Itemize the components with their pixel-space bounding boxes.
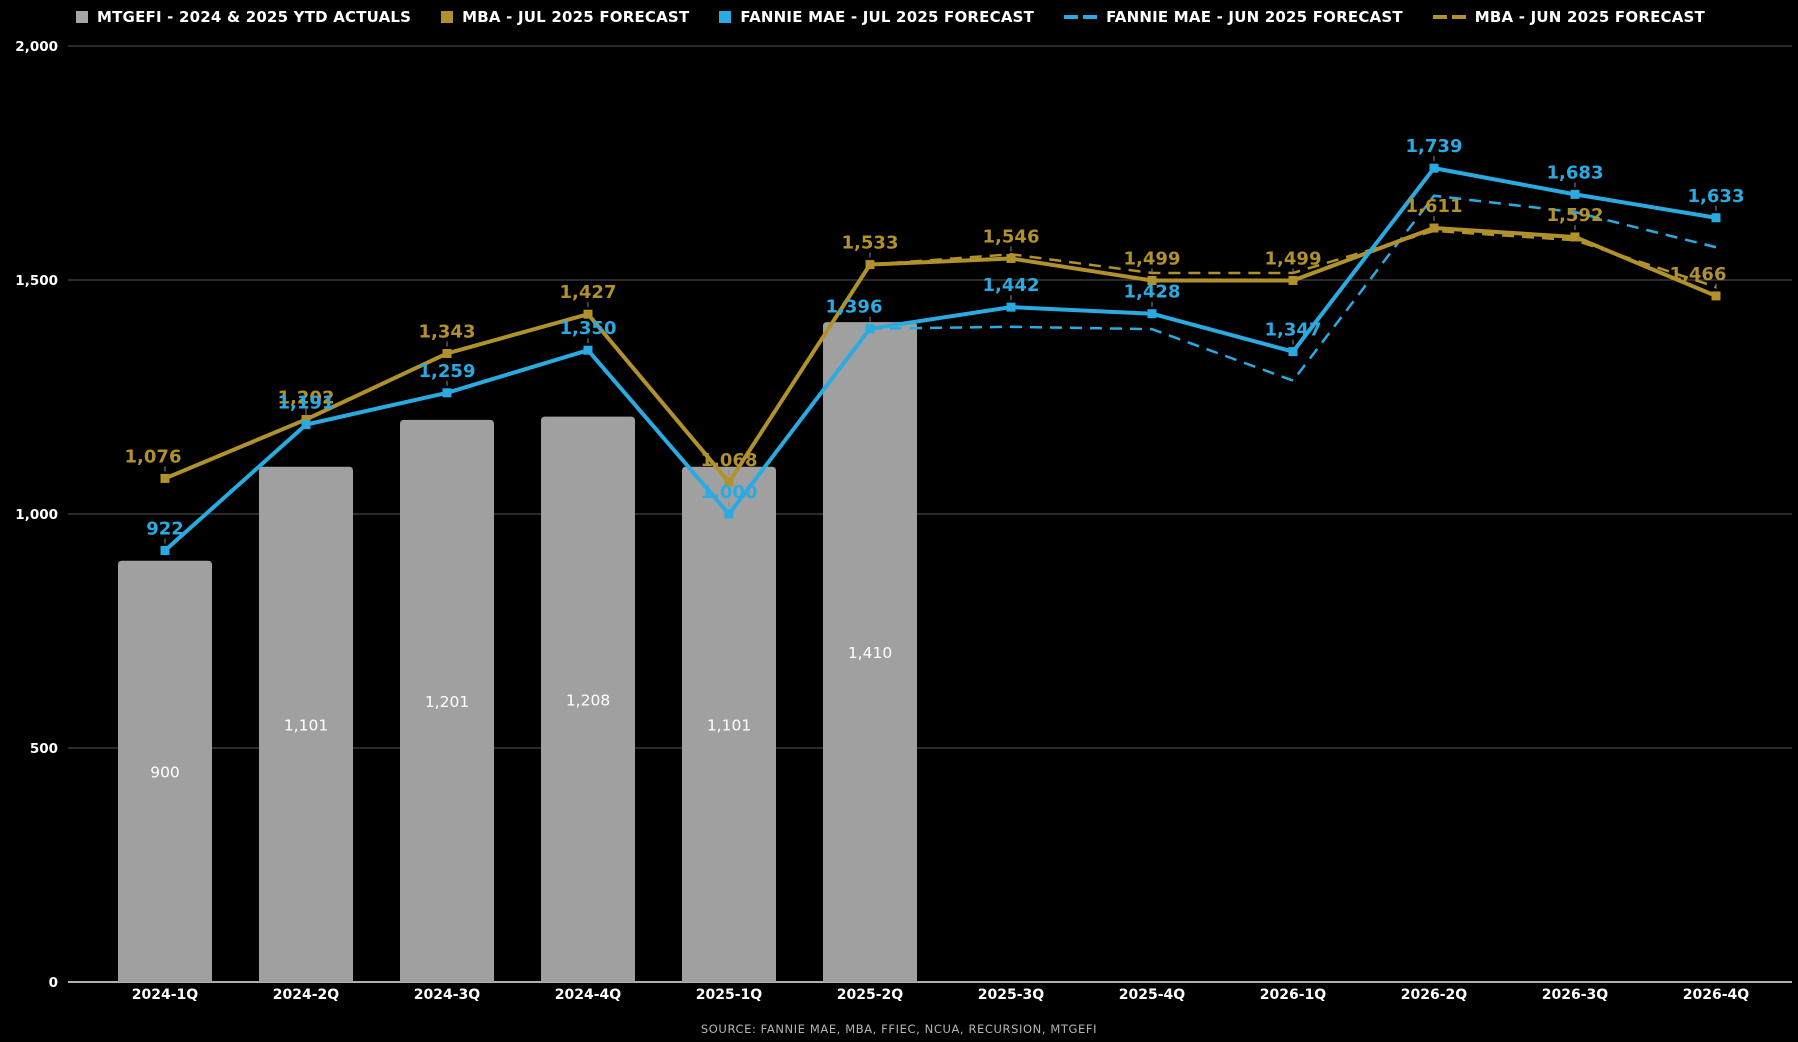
- line-fannie-mae-jul-2025-forecast: [163, 166, 1717, 552]
- bar-2024-3Q: [400, 419, 494, 982]
- bar-value-label: 900: [150, 763, 180, 781]
- line-marker-icon: [160, 473, 170, 483]
- x-axis-tick-label: 2026-4Q: [1683, 987, 1750, 1003]
- line-value-label: 1,396: [826, 297, 883, 318]
- line-value-label: 1,068: [701, 450, 758, 471]
- line-value-label: 1,191: [278, 393, 335, 414]
- line-marker-icon: [724, 509, 734, 519]
- line-marker-icon: [1147, 309, 1157, 319]
- bar-value-label: 1,101: [284, 716, 328, 734]
- bar-value-label: 1,410: [848, 644, 892, 662]
- y-axis-tick-label: 500: [30, 741, 58, 757]
- x-axis-tick-label: 2024-4Q: [555, 987, 622, 1003]
- legend-swatch-square-icon: [76, 11, 88, 23]
- line-value-label: 1,739: [1406, 136, 1463, 157]
- bar-2025-2Q: [823, 322, 917, 982]
- legend-label: FANNIE MAE - JUN 2025 FORECAST: [1106, 8, 1403, 26]
- bar-2024-1Q: [118, 560, 212, 982]
- line-value-label: 1,076: [125, 446, 182, 467]
- legend-label: FANNIE MAE - JUL 2025 FORECAST: [740, 8, 1035, 26]
- bar-2024-4Q: [541, 416, 635, 982]
- x-axis-tick-label: 2025-3Q: [978, 987, 1045, 1003]
- line-marker-icon: [1429, 163, 1439, 173]
- line-value-label: 1,546: [983, 226, 1040, 247]
- line-value-label: 1,592: [1547, 205, 1604, 226]
- y-axis-tick-label: 0: [49, 975, 58, 991]
- line-fannie-mae-jun-2025-forecast: [869, 194, 1717, 382]
- line-marker-icon: [1429, 223, 1439, 233]
- legend-swatch-square-icon: [719, 11, 732, 23]
- line-value-label: 1,343: [419, 321, 476, 342]
- legend-item-mba-jul-forecast[interactable]: MBA - JUL 2025 FORECAST: [441, 8, 689, 26]
- line-marker-icon: [442, 388, 452, 398]
- line-value-label: 1,633: [1688, 186, 1745, 207]
- line-marker-icon: [1288, 347, 1298, 357]
- legend-item-fannie-mae-jul-forecast[interactable]: FANNIE MAE - JUL 2025 FORECAST: [719, 8, 1034, 26]
- line-marker-icon: [1711, 213, 1721, 223]
- legend-item-mtgefi-actuals[interactable]: MTGEFI - 2024 & 2025 YTD ACTUALS: [76, 8, 411, 26]
- line-marker-icon: [724, 477, 734, 487]
- line-value-label: 1,427: [560, 282, 617, 303]
- line-value-label: 1,683: [1547, 162, 1604, 183]
- y-axis-tick-label: 2,000: [15, 39, 58, 55]
- line-marker-icon: [1006, 253, 1016, 263]
- legend-item-fannie-mae-jun-forecast[interactable]: FANNIE MAE - JUN 2025 FORECAST: [1064, 8, 1403, 26]
- legend-swatch-dashed-line-icon: [1064, 15, 1098, 19]
- line-value-label: 1,611: [1406, 196, 1463, 217]
- chart-legend: MTGEFI - 2024 & 2025 YTD ACTUALS MBA - J…: [76, 5, 1705, 29]
- x-axis-tick-label: 2025-1Q: [696, 987, 763, 1003]
- line-marker-icon: [301, 414, 311, 424]
- y-axis-tick-label: 1,000: [15, 507, 58, 523]
- line-value-label: 1,259: [419, 361, 476, 382]
- legend-item-mba-jun-forecast[interactable]: MBA - JUN 2025 FORECAST: [1432, 8, 1705, 26]
- bar-2025-1Q: [682, 466, 776, 982]
- line-value-label: 1,499: [1265, 248, 1322, 269]
- line-marker-icon: [1288, 275, 1298, 285]
- line-value-label: 1,347: [1265, 320, 1322, 341]
- line-marker-icon: [160, 546, 170, 556]
- line-value-label: 1,350: [560, 318, 617, 339]
- line-value-label: 1,202: [278, 387, 335, 408]
- legend-label: MTGEFI - 2024 & 2025 YTD ACTUALS: [97, 8, 412, 26]
- x-axis-tick-label: 2025-2Q: [837, 987, 904, 1003]
- x-axis-tick-label: 2024-2Q: [273, 987, 340, 1003]
- x-axis-tick-label: 2025-4Q: [1119, 987, 1186, 1003]
- legend-label: MBA - JUL 2025 FORECAST: [462, 8, 690, 26]
- line-marker-icon: [583, 309, 593, 319]
- line-marker-icon: [1570, 189, 1580, 199]
- line-value-label: 1,499: [1124, 248, 1181, 269]
- line-value-label: 1,000: [701, 482, 758, 503]
- line-marker-icon: [442, 348, 452, 358]
- x-axis-tick-label: 2026-1Q: [1260, 987, 1327, 1003]
- line-marker-icon: [1006, 302, 1016, 312]
- x-axis-tick-label: 2024-3Q: [414, 987, 481, 1003]
- bar-value-label: 1,101: [707, 716, 751, 734]
- legend-swatch-dashed-line-icon: [1432, 15, 1466, 19]
- line-value-label: 1,428: [1124, 282, 1181, 303]
- x-axis-tick-label: 2024-1Q: [132, 987, 199, 1003]
- bar-2024-2Q: [259, 466, 353, 982]
- x-axis-tick-label: 2026-2Q: [1401, 987, 1468, 1003]
- line-value-label: 1,442: [983, 275, 1040, 296]
- legend-label: MBA - JUN 2025 FORECAST: [1474, 8, 1705, 26]
- line-value-label: 922: [146, 519, 184, 540]
- source-note: SOURCE: FANNIE MAE, MBA, FFIEC, NCUA, RE…: [700, 1022, 1098, 1036]
- x-axis-tick-label: 2026-3Q: [1542, 987, 1609, 1003]
- line-marker-icon: [865, 260, 875, 270]
- line-marker-icon: [301, 420, 311, 430]
- line-mba-jul-2025-forecast: [164, 226, 1717, 485]
- line-marker-icon: [1570, 232, 1580, 242]
- bar-value-label: 1,201: [425, 693, 469, 711]
- line-marker-icon: [583, 345, 593, 355]
- line-value-label: 1,533: [842, 233, 899, 254]
- legend-swatch-square-icon: [441, 11, 454, 23]
- line-marker-icon: [865, 324, 875, 334]
- bar-value-label: 1,208: [566, 691, 610, 709]
- line-marker-icon: [1711, 291, 1721, 301]
- y-axis-tick-label: 1,500: [15, 273, 58, 289]
- line-value-label: 1,466: [1670, 264, 1727, 285]
- line-marker-icon: [1147, 275, 1157, 285]
